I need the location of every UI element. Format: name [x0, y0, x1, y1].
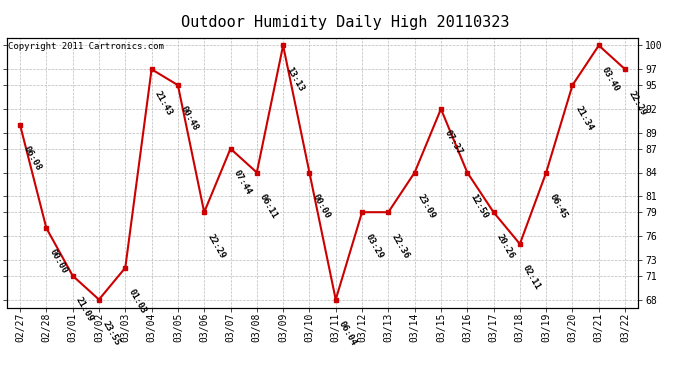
Text: 23:09: 23:09 — [416, 192, 437, 220]
Text: 21:09: 21:09 — [74, 296, 95, 323]
Text: Outdoor Humidity Daily High 20110323: Outdoor Humidity Daily High 20110323 — [181, 15, 509, 30]
Text: 03:29: 03:29 — [364, 232, 384, 260]
Text: 01:03: 01:03 — [126, 288, 148, 315]
Text: 07:37: 07:37 — [442, 129, 464, 157]
Text: 06:04: 06:04 — [337, 320, 358, 347]
Text: 13:13: 13:13 — [284, 65, 306, 93]
Text: 03:40: 03:40 — [600, 65, 621, 93]
Text: 23:55: 23:55 — [100, 320, 121, 347]
Text: 20:26: 20:26 — [495, 232, 516, 260]
Text: 00:00: 00:00 — [48, 248, 69, 276]
Text: 06:11: 06:11 — [258, 192, 279, 220]
Text: 22:29: 22:29 — [627, 89, 648, 117]
Text: 21:34: 21:34 — [574, 105, 595, 133]
Text: 22:29: 22:29 — [206, 232, 227, 260]
Text: 06:45: 06:45 — [547, 192, 569, 220]
Text: Copyright 2011 Cartronics.com: Copyright 2011 Cartronics.com — [8, 42, 164, 51]
Text: 12:50: 12:50 — [469, 192, 490, 220]
Text: 22:36: 22:36 — [390, 232, 411, 260]
Text: 07:44: 07:44 — [232, 168, 253, 196]
Text: 02:11: 02:11 — [521, 264, 542, 292]
Text: 06:08: 06:08 — [21, 145, 43, 172]
Text: 21:43: 21:43 — [153, 89, 174, 117]
Text: 00:48: 00:48 — [179, 105, 200, 133]
Text: 00:00: 00:00 — [310, 192, 332, 220]
